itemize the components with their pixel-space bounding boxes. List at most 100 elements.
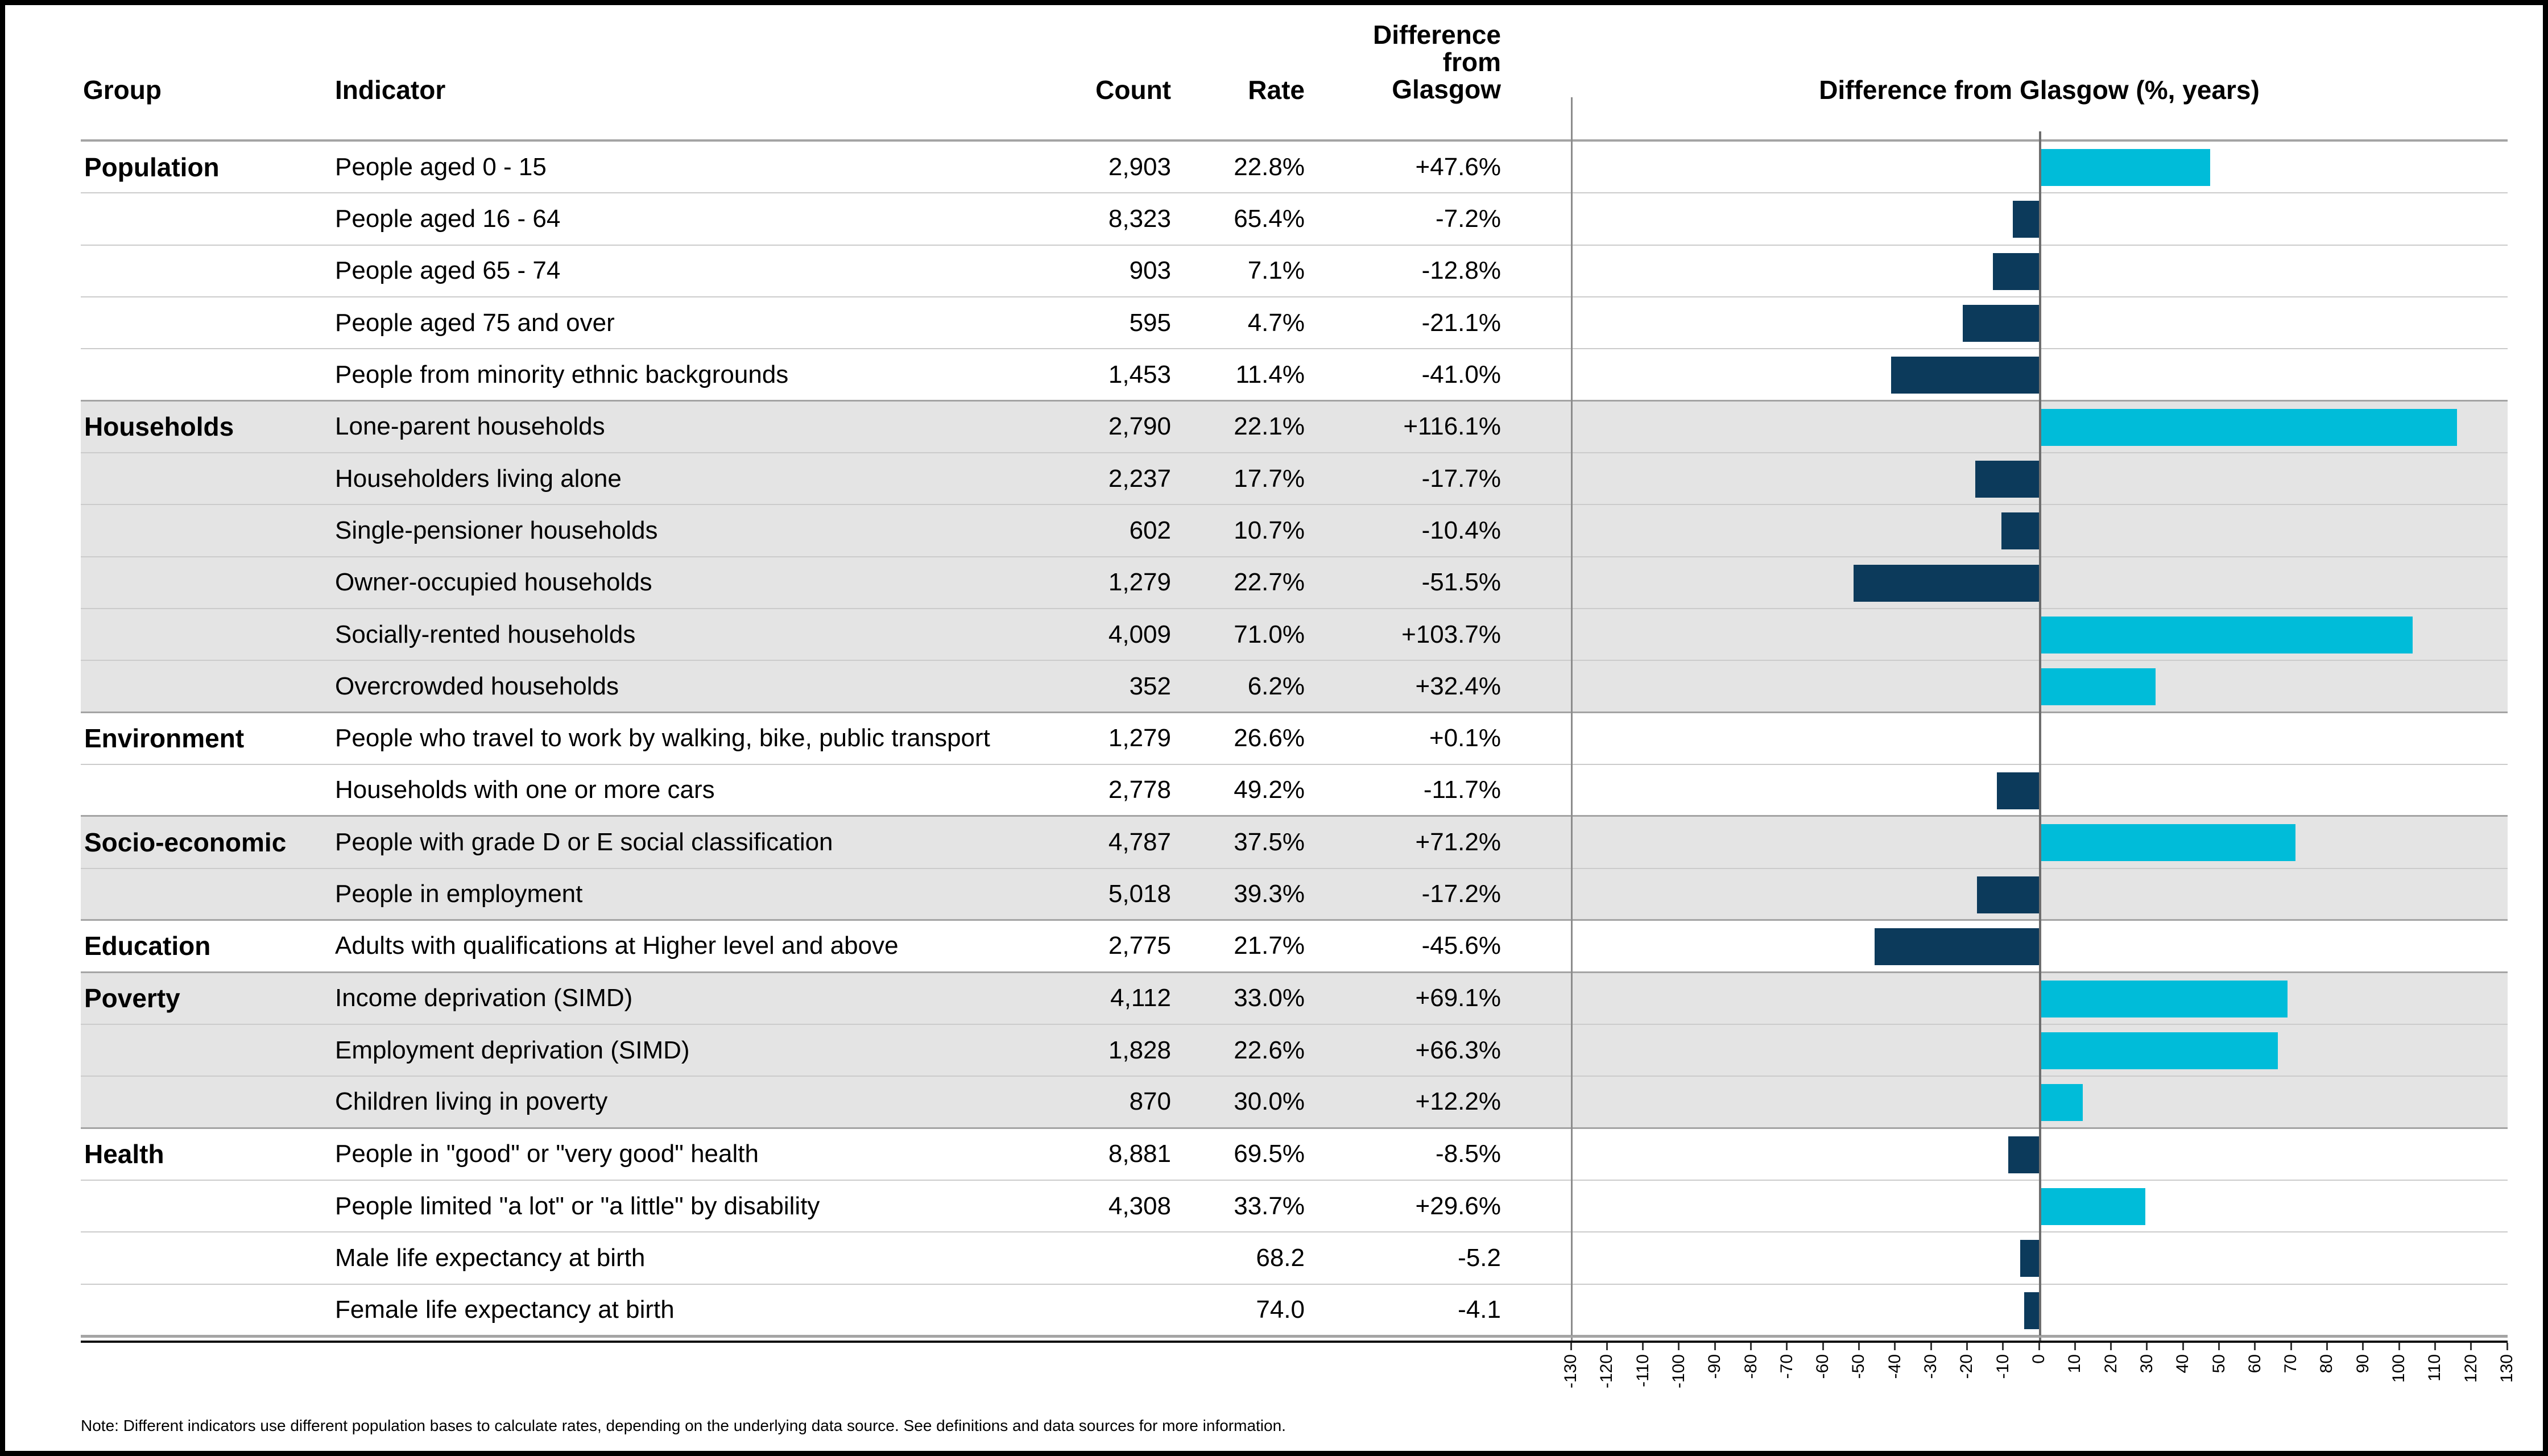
axis-tick-label: 80 — [2317, 1354, 2336, 1374]
table-row: People aged 16 - 64 8,323 65.4% -7.2% — [81, 193, 2508, 246]
table-row: Socially-rented households 4,009 71.0% +… — [81, 609, 2508, 661]
indicator-cell: Single-pensioner households — [335, 516, 658, 545]
axis-tick-label: -30 — [1921, 1354, 1941, 1379]
table-row: Employment deprivation (SIMD) 1,828 22.6… — [81, 1024, 2508, 1077]
difference-cell: +71.2% — [1415, 828, 1501, 857]
rate-cell: 22.8% — [1234, 152, 1305, 181]
chart-title: Difference from Glasgow (%, years) — [1819, 75, 2260, 105]
column-header-group: Group — [83, 75, 162, 105]
group-cell: Environment — [84, 723, 245, 754]
difference-cell: -17.7% — [1421, 464, 1501, 493]
table-row: Female life expectancy at birth 74.0 -4.… — [81, 1284, 2508, 1337]
indicator-cell: Income deprivation (SIMD) — [335, 984, 633, 1012]
indicator-cell: Male life expectancy at birth — [335, 1243, 646, 1272]
diff-bar — [2039, 617, 2413, 654]
table-row: People limited "a lot" or "a little" by … — [81, 1180, 2508, 1233]
table-row: Owner-occupied households 1,279 22.7% -5… — [81, 557, 2508, 610]
axis-tick-label: 40 — [2173, 1354, 2193, 1374]
table-row: Householders living alone 2,237 17.7% -1… — [81, 453, 2508, 506]
count-cell: 595 — [1129, 308, 1171, 337]
table-row: Households with one or more cars 2,778 4… — [81, 765, 2508, 817]
diff-bar — [1977, 876, 2039, 913]
rate-cell: 39.3% — [1234, 879, 1305, 908]
group-cell — [84, 1025, 329, 1076]
count-cell: 2,903 — [1108, 152, 1171, 181]
axis-tick — [2326, 1343, 2328, 1350]
diff-bar — [1891, 357, 2039, 394]
group-cell — [84, 1285, 329, 1335]
indicator-cell: Overcrowded households — [335, 672, 619, 700]
count-cell: 870 — [1129, 1087, 1171, 1116]
axis-tick — [1606, 1343, 1608, 1350]
count-cell: 1,279 — [1108, 724, 1171, 752]
difference-cell: -5.2 — [1458, 1243, 1501, 1272]
indicator-cell: People limited "a lot" or "a little" by … — [335, 1192, 820, 1220]
count-cell: 2,237 — [1108, 464, 1171, 493]
rate-cell: 10.7% — [1234, 516, 1305, 545]
axis-tick-label: -110 — [1633, 1354, 1652, 1387]
group-cell — [84, 1181, 329, 1231]
diff-bar — [1975, 461, 2039, 498]
group-cell — [84, 765, 329, 815]
group-cell — [84, 557, 329, 608]
diff-bar — [2039, 1032, 2278, 1069]
table-row: Health People in "good" or "very good" h… — [81, 1128, 2508, 1181]
group-cell — [84, 609, 329, 660]
difference-cell: -8.5% — [1436, 1140, 1501, 1168]
axis-tick-label: -10 — [1993, 1354, 2012, 1379]
axis-tick — [2218, 1343, 2220, 1350]
rate-cell: 37.5% — [1234, 828, 1305, 857]
table-row: Environment People who travel to work by… — [81, 713, 2508, 766]
rate-cell: 11.4% — [1235, 360, 1305, 388]
indicator-cell: People in "good" or "very good" health — [335, 1140, 759, 1168]
rate-cell: 33.0% — [1234, 984, 1305, 1012]
rate-cell: 17.7% — [1234, 464, 1305, 493]
indicator-cell: Owner-occupied households — [335, 568, 652, 597]
count-cell: 2,790 — [1108, 412, 1171, 441]
indicator-cell: Householders living alone — [335, 464, 622, 493]
table-row: Population People aged 0 - 15 2,903 22.8… — [81, 142, 2508, 194]
count-cell: 1,453 — [1108, 360, 1171, 388]
axis-tick-label: 110 — [2425, 1354, 2444, 1381]
axis-tick — [1894, 1343, 1896, 1350]
difference-cell: +66.3% — [1415, 1036, 1501, 1064]
table-row: Children living in poverty 870 30.0% +12… — [81, 1077, 2508, 1129]
group-cell: Households — [84, 412, 234, 442]
indicator-cell: People aged 16 - 64 — [335, 205, 561, 233]
table-row: Single-pensioner households 602 10.7% -1… — [81, 505, 2508, 557]
indicator-cell: People aged 0 - 15 — [335, 152, 547, 181]
indicator-cell: Households with one or more cars — [335, 776, 715, 804]
axis-tick — [1966, 1343, 1968, 1350]
group-cell — [84, 505, 329, 556]
group-cell — [84, 193, 329, 244]
axis-tick — [2146, 1343, 2148, 1350]
count-cell: 2,775 — [1108, 932, 1171, 960]
rate-cell: 71.0% — [1234, 620, 1305, 648]
count-cell — [972, 1285, 1171, 1335]
diff-bar — [1992, 253, 2039, 290]
count-cell: 1,279 — [1108, 568, 1171, 597]
indicator-cell: People who travel to work by walking, bi… — [335, 724, 990, 752]
diff-bar — [2013, 201, 2039, 238]
axis-tick — [2506, 1343, 2508, 1350]
table-row: Poverty Income deprivation (SIMD) 4,112 … — [81, 973, 2508, 1025]
difference-cell: +103.7% — [1401, 620, 1501, 648]
difference-cell: -4.1 — [1458, 1295, 1501, 1323]
difference-cell: -41.0% — [1421, 360, 1501, 388]
difference-cell: +32.4% — [1415, 672, 1501, 700]
difference-cell: +29.6% — [1415, 1192, 1501, 1220]
difference-cell: -11.7% — [1423, 776, 1501, 804]
count-cell: 5,018 — [1108, 879, 1171, 908]
difference-cell: +12.2% — [1415, 1087, 1501, 1116]
table-row: Socio-economic People with grade D or E … — [81, 817, 2508, 869]
axis-tick-label: 60 — [2245, 1354, 2264, 1374]
difference-cell: +69.1% — [1415, 984, 1501, 1012]
count-cell: 602 — [1129, 516, 1171, 545]
diff-bar — [2039, 980, 2288, 1017]
axis-tick — [1642, 1343, 1644, 1350]
difference-cell: +116.1% — [1403, 412, 1501, 441]
diff-bar — [2024, 1292, 2039, 1329]
footnote: Note: Different indicators use different… — [81, 1417, 1286, 1434]
group-cell — [84, 661, 329, 711]
count-cell: 4,009 — [1108, 620, 1171, 648]
